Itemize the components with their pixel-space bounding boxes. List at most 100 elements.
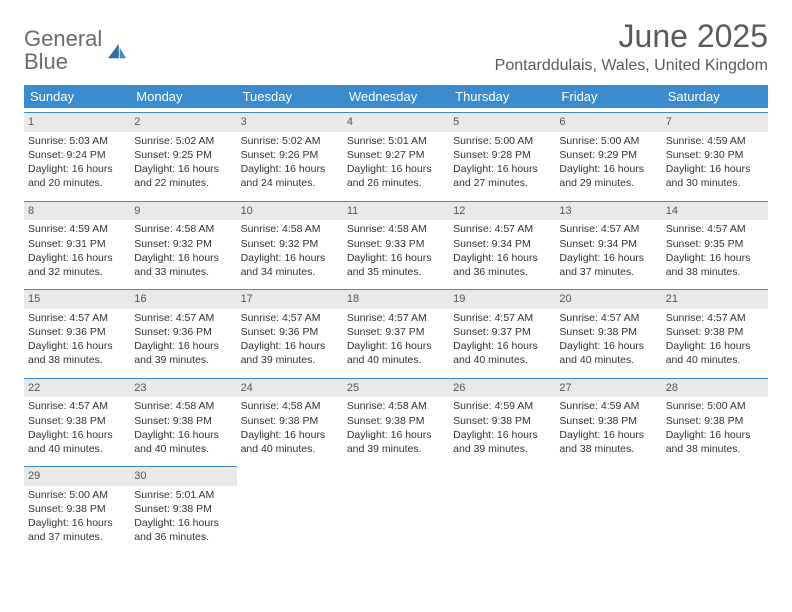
calendar-day: 13Sunrise: 4:57 AMSunset: 9:34 PMDayligh…: [555, 201, 661, 286]
day-number: 15: [24, 289, 130, 309]
day-number: 14: [662, 201, 768, 221]
day-number: 18: [343, 289, 449, 309]
day-sunrise: Sunrise: 4:58 AM: [241, 399, 339, 413]
calendar-day: 1Sunrise: 5:03 AMSunset: 9:24 PMDaylight…: [24, 112, 130, 197]
day-sunrise: Sunrise: 4:58 AM: [134, 222, 232, 236]
day-daylight: Daylight: 16 hours and 40 minutes.: [28, 428, 126, 456]
day-number: 26: [449, 378, 555, 398]
calendar-day: 27Sunrise: 4:59 AMSunset: 9:38 PMDayligh…: [555, 378, 661, 463]
weekday-header: Monday: [130, 85, 236, 108]
day-sunset: Sunset: 9:37 PM: [453, 325, 551, 339]
calendar-body: 1Sunrise: 5:03 AMSunset: 9:24 PMDaylight…: [24, 112, 768, 551]
day-sunrise: Sunrise: 4:57 AM: [241, 311, 339, 325]
calendar-day: 5Sunrise: 5:00 AMSunset: 9:28 PMDaylight…: [449, 112, 555, 197]
day-daylight: Daylight: 16 hours and 30 minutes.: [666, 162, 764, 190]
day-sunset: Sunset: 9:29 PM: [559, 148, 657, 162]
calendar-day: 14Sunrise: 4:57 AMSunset: 9:35 PMDayligh…: [662, 201, 768, 286]
calendar-week: 29 Sunrise: 5:00 AM Sunset: 9:38 PM Dayligh…: [24, 466, 768, 551]
day-sunrise: Sunrise: 4:57 AM: [559, 222, 657, 236]
day-daylight: Daylight: 16 hours and 36 minutes.: [453, 251, 551, 279]
day-number: 4: [343, 112, 449, 132]
logo-word2: Blue: [24, 49, 68, 74]
day-number: 11: [343, 201, 449, 221]
day-number: 1: [24, 112, 130, 132]
day-sunrise: Sunrise: 4:59 AM: [28, 222, 126, 236]
title-block: June 2025 Pontarddulais, Wales, United K…: [495, 18, 768, 75]
calendar-week: 22Sunrise: 4:57 AMSunset: 9:38 PMDayligh…: [24, 378, 768, 463]
day-sunrise: Sunrise: 4:58 AM: [241, 222, 339, 236]
calendar-day: 2Sunrise: 5:02 AMSunset: 9:25 PMDaylight…: [130, 112, 236, 197]
day-number: 9: [130, 201, 236, 221]
day-number: 22: [24, 378, 130, 398]
calendar-day: 19Sunrise: 4:57 AMSunset: 9:37 PMDayligh…: [449, 289, 555, 374]
day-sunset: Sunset: 9:36 PM: [28, 325, 126, 339]
calendar-day: 15 Sunrise: 4:57 AMSunset: 9:36 PMDayligh…: [24, 289, 130, 374]
day-number: 29: [24, 466, 130, 486]
day-daylight: Daylight: 16 hours and 38 minutes.: [28, 339, 126, 367]
day-sunrise: Sunrise: 5:00 AM: [666, 399, 764, 413]
day-sunset: Sunset: 9:38 PM: [134, 502, 232, 516]
day-number: 7: [662, 112, 768, 132]
day-daylight: Daylight: 16 hours and 40 minutes.: [559, 339, 657, 367]
day-number: 12: [449, 201, 555, 221]
day-sunrise: Sunrise: 4:57 AM: [347, 311, 445, 325]
day-number: 20: [555, 289, 661, 309]
day-sunrise: Sunrise: 4:57 AM: [559, 311, 657, 325]
day-sunrise: Sunrise: 4:57 AM: [28, 311, 126, 325]
day-number: 5: [449, 112, 555, 132]
calendar-day: 10Sunrise: 4:58 AMSunset: 9:32 PMDayligh…: [237, 201, 343, 286]
day-number: 21: [662, 289, 768, 309]
day-sunset: Sunset: 9:32 PM: [134, 237, 232, 251]
calendar-day: 7 Sunrise: 4:59 AMSunset: 9:30 PMDaylight…: [662, 112, 768, 197]
day-sunrise: Sunrise: 4:59 AM: [666, 134, 764, 148]
calendar-week: 15Sunrise: 4:57 AMSunset: 9:36 PMDayligh…: [24, 289, 768, 374]
day-sunset: Sunset: 9:38 PM: [28, 414, 126, 428]
calendar-day: 22Sunrise: 4:57 AMSunset: 9:38 PMDayligh…: [24, 378, 130, 463]
day-sunrise: Sunrise: 5:00 AM: [28, 488, 126, 502]
day-sunset: Sunset: 9:36 PM: [241, 325, 339, 339]
day-number: 19: [449, 289, 555, 309]
day-daylight: Daylight: 16 hours and 37 minutes.: [28, 516, 126, 544]
day-sunset: Sunset: 9:31 PM: [28, 237, 126, 251]
sail-icon: [106, 42, 128, 60]
day-number: 27: [555, 378, 661, 398]
calendar-day: 28Sunrise: 5:00 AMSunset: 9:38 PMDayligh…: [662, 378, 768, 463]
day-sunrise: Sunrise: 5:02 AM: [134, 134, 232, 148]
calendar-day: 3Sunrise: 5:02 AMSunset: 9:26 PMDaylight…: [237, 112, 343, 197]
day-daylight: Daylight: 16 hours and 26 minutes.: [347, 162, 445, 190]
calendar-day: 16Sunrise: 4:57 AMSunset: 9:36 PMDayligh…: [130, 289, 236, 374]
brand-logo: General Blue: [24, 28, 128, 74]
weekday-header: Tuesday: [237, 85, 343, 108]
day-sunset: Sunset: 9:34 PM: [453, 237, 551, 251]
day-sunrise: Sunrise: 4:57 AM: [453, 311, 551, 325]
day-number: 30: [130, 466, 236, 486]
day-number: 10: [237, 201, 343, 221]
calendar-day: 29Sunrise: 5:00 AMSunset: 9:38 PMDayligh…: [24, 466, 130, 551]
day-daylight: Daylight: 16 hours and 39 minutes.: [241, 339, 339, 367]
day-sunset: Sunset: 9:30 PM: [666, 148, 764, 162]
day-sunrise: Sunrise: 4:58 AM: [347, 399, 445, 413]
day-sunset: Sunset: 9:38 PM: [134, 414, 232, 428]
calendar-day: [449, 466, 555, 551]
day-daylight: Daylight: 16 hours and 40 minutes.: [347, 339, 445, 367]
day-daylight: Daylight: 16 hours and 37 minutes.: [559, 251, 657, 279]
day-sunset: Sunset: 9:34 PM: [559, 237, 657, 251]
calendar-day: 12Sunrise: 4:57 AMSunset: 9:34 PMDayligh…: [449, 201, 555, 286]
day-number: 17: [237, 289, 343, 309]
day-sunrise: Sunrise: 5:01 AM: [134, 488, 232, 502]
day-sunrise: Sunrise: 4:58 AM: [134, 399, 232, 413]
day-daylight: Daylight: 16 hours and 22 minutes.: [134, 162, 232, 190]
day-sunrise: Sunrise: 5:01 AM: [347, 134, 445, 148]
calendar: Sunday Monday Tuesday Wednesday Thursday…: [24, 85, 768, 551]
calendar-day: [343, 466, 449, 551]
day-number: 28: [662, 378, 768, 398]
day-daylight: Daylight: 16 hours and 40 minutes.: [666, 339, 764, 367]
weekday-header: Sunday: [24, 85, 130, 108]
day-sunset: Sunset: 9:38 PM: [559, 325, 657, 339]
weekday-header: Friday: [555, 85, 661, 108]
day-sunset: Sunset: 9:38 PM: [241, 414, 339, 428]
calendar-day: 20 Sunrise: 4:57 AMSunset: 9:38 PMDayligh…: [555, 289, 661, 374]
day-sunrise: Sunrise: 4:59 AM: [453, 399, 551, 413]
day-daylight: Daylight: 16 hours and 38 minutes.: [666, 251, 764, 279]
day-daylight: Daylight: 16 hours and 29 minutes.: [559, 162, 657, 190]
